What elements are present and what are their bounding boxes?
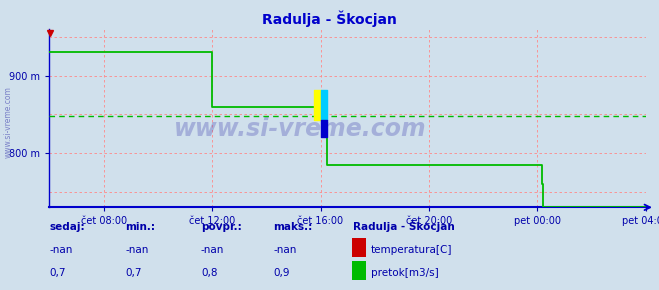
Text: sedaj:: sedaj: [49,222,85,232]
Text: min.:: min.: [125,222,156,232]
Text: -nan: -nan [201,245,224,255]
Text: www.si-vreme.com: www.si-vreme.com [173,117,426,141]
Text: maks.:: maks.: [273,222,313,232]
Text: 0,9: 0,9 [273,269,290,278]
Text: www.si-vreme.com: www.si-vreme.com [3,86,13,158]
Text: -nan: -nan [125,245,148,255]
Text: 0,7: 0,7 [49,269,66,278]
Text: -nan: -nan [273,245,297,255]
Text: temperatura[C]: temperatura[C] [371,245,453,255]
Text: 0,8: 0,8 [201,269,217,278]
Text: -nan: -nan [49,245,72,255]
Text: Radulja - Škocjan: Radulja - Škocjan [262,10,397,27]
Text: 0,7: 0,7 [125,269,142,278]
Text: pretok[m3/s]: pretok[m3/s] [371,269,439,278]
Text: Radulja - Škocjan: Radulja - Škocjan [353,220,454,232]
Text: povpr.:: povpr.: [201,222,242,232]
